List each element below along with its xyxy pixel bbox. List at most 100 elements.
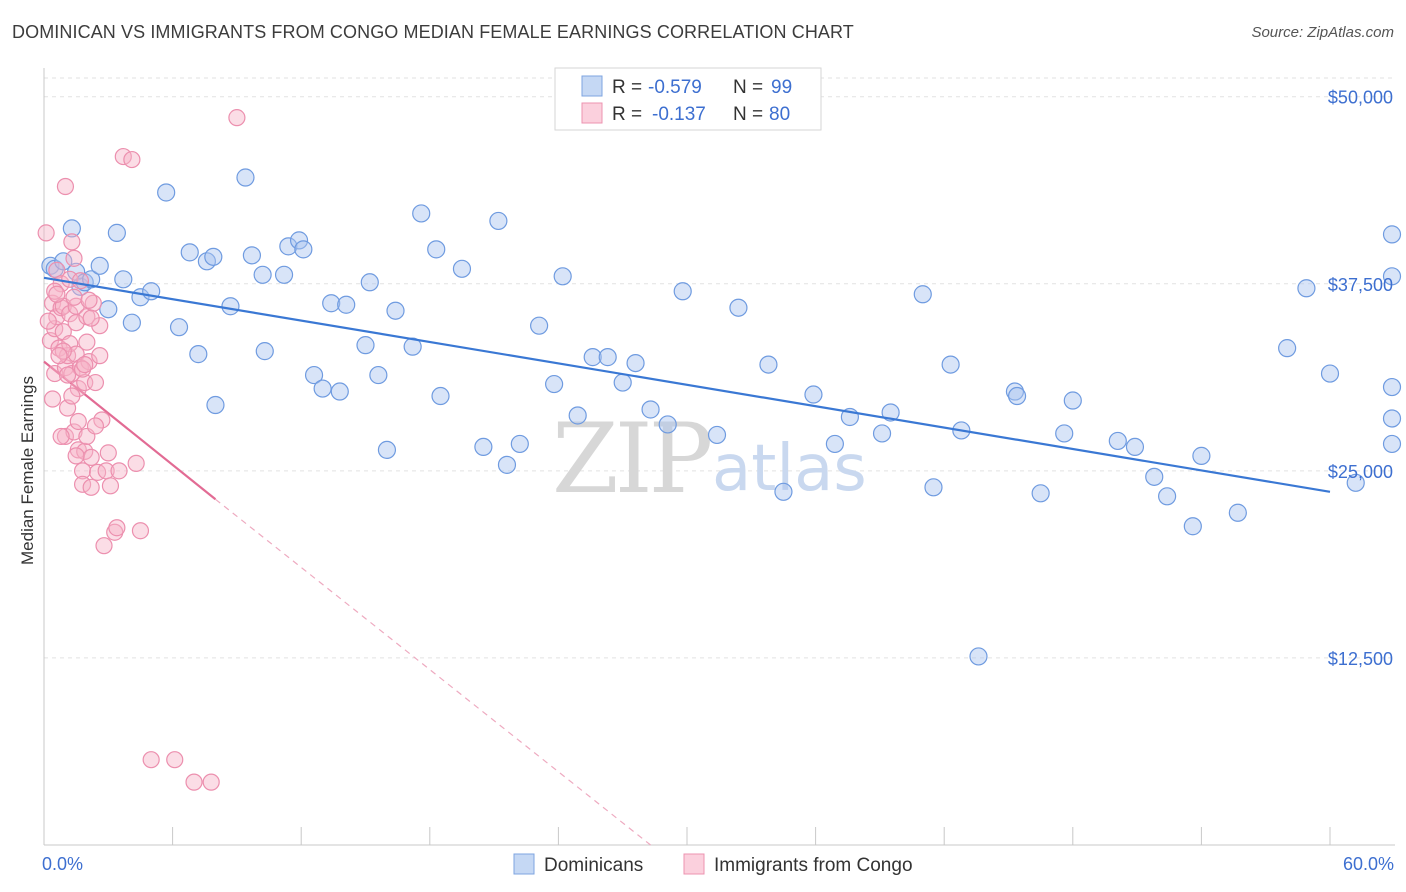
dominicans-point-11 bbox=[114, 270, 133, 289]
dominicans-point-95 bbox=[1382, 409, 1402, 428]
dominicans-point-59 bbox=[658, 415, 677, 434]
legend-r-value-0: -0.579 bbox=[648, 77, 702, 98]
congo-trend-dashed bbox=[215, 498, 651, 846]
congo-point-60 bbox=[142, 751, 160, 769]
legend-n-value-0: 99 bbox=[771, 77, 792, 98]
y-tick-label-3: $50,000 bbox=[1328, 88, 1393, 108]
dominicans-point-58 bbox=[641, 400, 660, 419]
dominicans-point-29 bbox=[289, 231, 309, 250]
dominicans-point-72 bbox=[941, 355, 960, 374]
legend-r-label-1: R = bbox=[612, 104, 642, 125]
y-tick-label-2: $37,500 bbox=[1328, 275, 1393, 295]
congo-point-63 bbox=[202, 773, 220, 791]
dominicans-point-7 bbox=[82, 270, 101, 289]
y-axis-tick-labels: $12,500 $25,000 $37,500 $50,000 bbox=[1328, 88, 1393, 669]
congo-point-59 bbox=[131, 522, 150, 540]
dominicans-point-94 bbox=[1382, 377, 1402, 397]
dominicans-point-36 bbox=[356, 336, 375, 355]
dominicans-point-48 bbox=[497, 455, 517, 474]
legend-swatch-dominicans bbox=[581, 75, 603, 97]
dominicans-point-55 bbox=[598, 348, 617, 367]
congo-trend-solid bbox=[43, 360, 217, 501]
dominicans-point-39 bbox=[377, 440, 397, 460]
dominicans-trend-line-seg bbox=[43, 276, 1331, 493]
dominicans-point-93 bbox=[1382, 434, 1402, 454]
congo-point-55 bbox=[110, 462, 128, 480]
congo-point-53 bbox=[106, 523, 124, 541]
congo-point-5 bbox=[46, 364, 64, 383]
congo-point-42 bbox=[82, 478, 100, 496]
dominicans-point-82 bbox=[1145, 467, 1164, 486]
dominicans-point-12 bbox=[122, 313, 141, 332]
dominicans-point-24 bbox=[242, 246, 262, 265]
dominicans-point-10 bbox=[107, 223, 126, 242]
congo-point-78 bbox=[82, 309, 100, 327]
legend-n-label-0: N = bbox=[733, 77, 763, 98]
congo-point-24 bbox=[65, 423, 83, 441]
bottom-legend-label-congo: Immigrants from Congo bbox=[714, 855, 913, 876]
congo-point-70 bbox=[65, 288, 83, 306]
dominicans-point-74 bbox=[969, 647, 988, 666]
congo-trend-lines bbox=[43, 360, 651, 846]
congo-point-41 bbox=[82, 448, 100, 466]
congo-points bbox=[37, 109, 246, 791]
bottom-legend-swatch-dominicans bbox=[513, 853, 535, 875]
legend-bottom: Dominicans Immigrants from Congo bbox=[513, 853, 913, 876]
congo-point-71 bbox=[73, 360, 92, 378]
dominicans-point-8 bbox=[90, 256, 109, 275]
dominicans-point-90 bbox=[1346, 473, 1365, 492]
congo-point-49 bbox=[95, 537, 113, 555]
dominicans-point-16 bbox=[169, 318, 189, 337]
dominicans-point-46 bbox=[474, 437, 493, 457]
x-axis-ticks bbox=[43, 827, 1331, 845]
dominicans-point-53 bbox=[568, 406, 587, 425]
dominicans-point-60 bbox=[673, 282, 692, 301]
legend-n-label-1: N = bbox=[733, 104, 763, 125]
dominicans-point-34 bbox=[330, 382, 349, 401]
congo-point-2 bbox=[43, 390, 62, 408]
congo-point-54 bbox=[108, 519, 126, 537]
dominicans-point-54 bbox=[583, 348, 602, 367]
dominicans-point-65 bbox=[804, 385, 823, 404]
congo-point-72 bbox=[80, 291, 98, 309]
dominicans-point-30 bbox=[294, 240, 313, 259]
dominicans-point-49 bbox=[510, 434, 529, 454]
congo-point-57 bbox=[123, 150, 141, 169]
congo-point-23 bbox=[65, 249, 83, 267]
dominicans-point-9 bbox=[99, 300, 118, 319]
dominicans-point-47 bbox=[489, 211, 508, 231]
dominicans-point-3 bbox=[62, 219, 81, 238]
dominicans-point-15 bbox=[157, 183, 176, 202]
dominicans-point-17 bbox=[180, 243, 199, 262]
dominicans-point-92 bbox=[1382, 267, 1402, 286]
dominicans-point-28 bbox=[279, 237, 298, 256]
dominicans-point-27 bbox=[274, 265, 294, 284]
bottom-legend-swatch-congo bbox=[683, 853, 705, 875]
dominicans-point-89 bbox=[1320, 364, 1340, 383]
bottom-legend-label-dominicans: Dominicans bbox=[544, 855, 643, 876]
dominicans-point-23 bbox=[236, 168, 255, 187]
legend-swatch-congo bbox=[581, 102, 603, 124]
dominicans-point-62 bbox=[729, 298, 748, 317]
dominicans-point-84 bbox=[1183, 517, 1202, 536]
dominicans-point-64 bbox=[774, 482, 793, 501]
dominicans-point-57 bbox=[626, 353, 645, 373]
dominicans-point-21 bbox=[206, 395, 225, 415]
x-tick-label-min: 0.0% bbox=[42, 854, 83, 874]
dominicans-point-56 bbox=[613, 373, 632, 392]
y-tick-label-1: $25,000 bbox=[1328, 462, 1393, 482]
congo-point-22 bbox=[63, 233, 81, 251]
congo-point-62 bbox=[185, 773, 203, 791]
dominicans-point-66 bbox=[825, 434, 844, 454]
dominicans-point-68 bbox=[872, 424, 892, 443]
dominicans-point-18 bbox=[189, 345, 208, 364]
congo-point-77 bbox=[76, 355, 94, 374]
congo-point-73 bbox=[86, 417, 105, 435]
dominicans-point-44 bbox=[431, 386, 450, 406]
congo-point-61 bbox=[166, 751, 184, 769]
congo-point-52 bbox=[101, 477, 120, 495]
dominicans-point-76 bbox=[1007, 386, 1027, 406]
dominicans-trend-line bbox=[43, 276, 1331, 493]
dominicans-point-77 bbox=[1031, 484, 1050, 503]
